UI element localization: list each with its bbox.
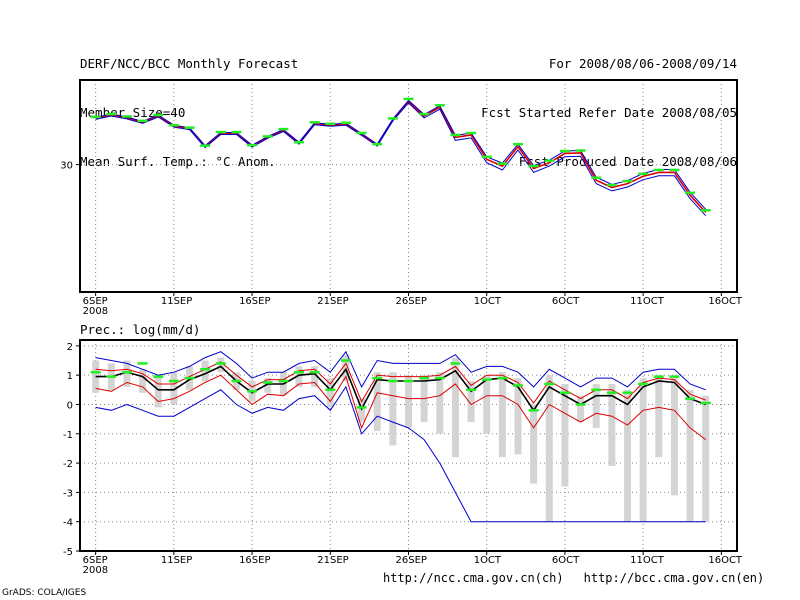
prec-ytick-label-4: -2 (63, 459, 73, 470)
prec-xtick-label-1: 11SEP (161, 555, 192, 566)
temp-series-upper-bound (95, 99, 707, 210)
prec-range-bar-30 (561, 383, 569, 487)
temp-xtick-label-4: 26SEP (396, 296, 427, 307)
grads-credit: GrADS: COLA/IGES (2, 588, 87, 598)
fcst-started-date: Fcst Started Refer Date 2008/08/05 (481, 105, 737, 120)
prec-series-ensemble-mean (95, 365, 706, 412)
forecast-title: DERF/NCC/BCC Monthly Forecast (80, 56, 299, 71)
prec-range-bar-14 (311, 366, 319, 387)
temp-x-year-label: 2008 (83, 306, 108, 317)
prec-range-bar-7 (201, 360, 209, 382)
prec-xtick-label-4: 26SEP (396, 555, 427, 566)
prec-range-bar-13 (295, 366, 303, 387)
prec-series-lower-bound (95, 385, 706, 523)
prec-range-bar-8 (217, 357, 225, 373)
prec-range-bar-33 (608, 383, 616, 467)
prec-ytick-label-2: 0 (67, 400, 73, 411)
prec-plot-frame (79, 339, 738, 552)
prec-range-bar-28 (530, 404, 538, 484)
prec-xtick-label-6: 6OCT (552, 555, 580, 566)
temp-xtick-label-6: 6OCT (552, 296, 580, 307)
forecast-period: For 2008/08/06-2008/09/14 (548, 56, 737, 71)
prec-range-bar-37 (670, 375, 678, 496)
prec-ytick-label-5: -3 (63, 488, 73, 499)
prec-range-bar-26 (498, 372, 506, 458)
prec-series-upper-bound (95, 350, 706, 391)
prec-range-bar-11 (264, 378, 272, 393)
prec-range-bar-19 (389, 372, 397, 446)
prec-range-bar-24 (467, 381, 475, 423)
url-en-link[interactable]: http://bcc.cma.gov.cn(en) (583, 571, 765, 585)
prec-xtick-label-5: 1OCT (474, 555, 502, 566)
prec-range-bar-38 (686, 389, 694, 522)
prec-range-bar-2 (123, 360, 131, 387)
prec-range-bar-36 (655, 375, 663, 458)
prec-range-bar-20 (405, 375, 412, 428)
prec-range-bar-29 (545, 375, 553, 522)
temp-xtick-label-1: 11SEP (161, 296, 192, 307)
prec-series-upper-spread (95, 361, 706, 404)
prec-range-bar-35 (639, 378, 647, 522)
temp-xtick-label-5: 1OCT (474, 296, 502, 307)
header-left: DERF/NCC/BCC Monthly Forecast Member Siz… (80, 26, 298, 188)
prec-range-bar-4 (154, 375, 162, 408)
prec-range-bar-25 (483, 375, 491, 434)
prec-range-bar-15 (326, 378, 334, 408)
prec-x-year-label: 2008 (83, 565, 108, 576)
prec-range-bar-39 (702, 395, 710, 522)
temp-xtick-label-2: 16SEP (239, 296, 270, 307)
prec-range-bar-23 (451, 357, 459, 458)
prec-chart-title: Prec.: log(mm/d) (80, 322, 201, 337)
prec-xtick-label-7: 11OCT (630, 555, 665, 566)
footer-urls: http://ncc.cma.gov.cn(ch) http://bcc.cma.… (383, 571, 764, 585)
prec-ytick-label-6: -4 (63, 518, 73, 529)
prec-xtick-label-2: 16SEP (239, 555, 270, 566)
prec-range-bar-16 (342, 354, 350, 382)
prec-range-bar-3 (139, 369, 147, 393)
prec-range-bar-31 (577, 395, 585, 423)
temp-plot-frame (79, 79, 738, 293)
prec-ytick-label-3: -1 (63, 430, 73, 441)
temp-xtick-label-0: 6SEP (83, 296, 108, 307)
prec-ytick-label-0: 2 (67, 342, 73, 353)
prec-range-bar-22 (436, 372, 444, 434)
prec-range-bar-32 (592, 383, 600, 428)
prec-range-bar-5 (170, 372, 178, 405)
prec-xtick-label-8: 16OCT (708, 555, 743, 566)
temp-xtick-label-3: 21SEP (317, 296, 348, 307)
temp-series-ensemble-mean (95, 100, 707, 213)
url-ch-link[interactable]: http://ncc.cma.gov.cn(ch) (383, 571, 564, 585)
temp-chart-title: Mean Surf. Temp.: °C Anom. (80, 154, 276, 169)
prec-ytick-label-1: 1 (67, 371, 73, 382)
prec-series-lower-spread (95, 374, 707, 441)
temp-series-lower-bound (95, 102, 707, 217)
prec-ytick-label-7: -5 (63, 547, 73, 558)
temp-xtick-label-7: 11OCT (630, 296, 665, 307)
prec-xtick-label-3: 21SEP (317, 555, 348, 566)
prec-range-bar-27 (514, 378, 522, 455)
temp-ytick-label-0: 30 (60, 161, 73, 172)
prec-range-bar-34 (624, 389, 631, 522)
prec-range-bar-18 (373, 372, 381, 431)
temp-xtick-label-8: 16OCT (708, 296, 743, 307)
prec-xtick-label-0: 6SEP (83, 555, 108, 566)
